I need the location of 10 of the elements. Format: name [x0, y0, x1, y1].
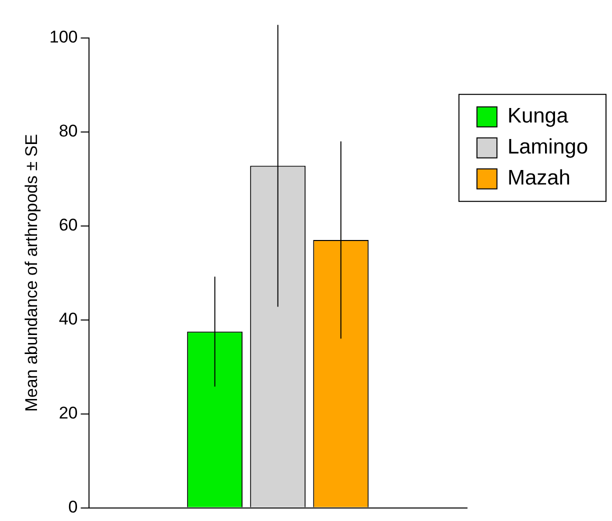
y-tick-label: 20 — [58, 404, 78, 423]
y-tick-label: 80 — [58, 122, 78, 141]
y-axis-title: Mean abundance of arthropods ± SE — [22, 134, 41, 412]
y-tick-label: 100 — [49, 28, 78, 47]
y-tick-label: 60 — [58, 216, 78, 235]
legend-label: Kunga — [507, 104, 568, 128]
legend-label: Lamingo — [507, 136, 588, 159]
y-tick-label: 0 — [68, 497, 78, 516]
legend-label: Mazah — [507, 166, 570, 190]
y-tick-label: 40 — [58, 310, 78, 329]
